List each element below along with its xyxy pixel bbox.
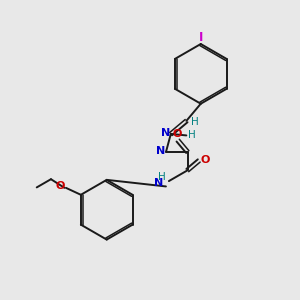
Text: H: H	[188, 130, 195, 140]
Text: N: N	[156, 146, 166, 156]
Text: O: O	[172, 129, 182, 140]
Text: N: N	[161, 128, 170, 138]
Text: H: H	[191, 117, 199, 128]
Text: H: H	[158, 172, 166, 182]
Text: I: I	[199, 31, 203, 44]
Text: O: O	[201, 155, 210, 165]
Text: N: N	[154, 178, 163, 188]
Text: O: O	[56, 181, 65, 191]
